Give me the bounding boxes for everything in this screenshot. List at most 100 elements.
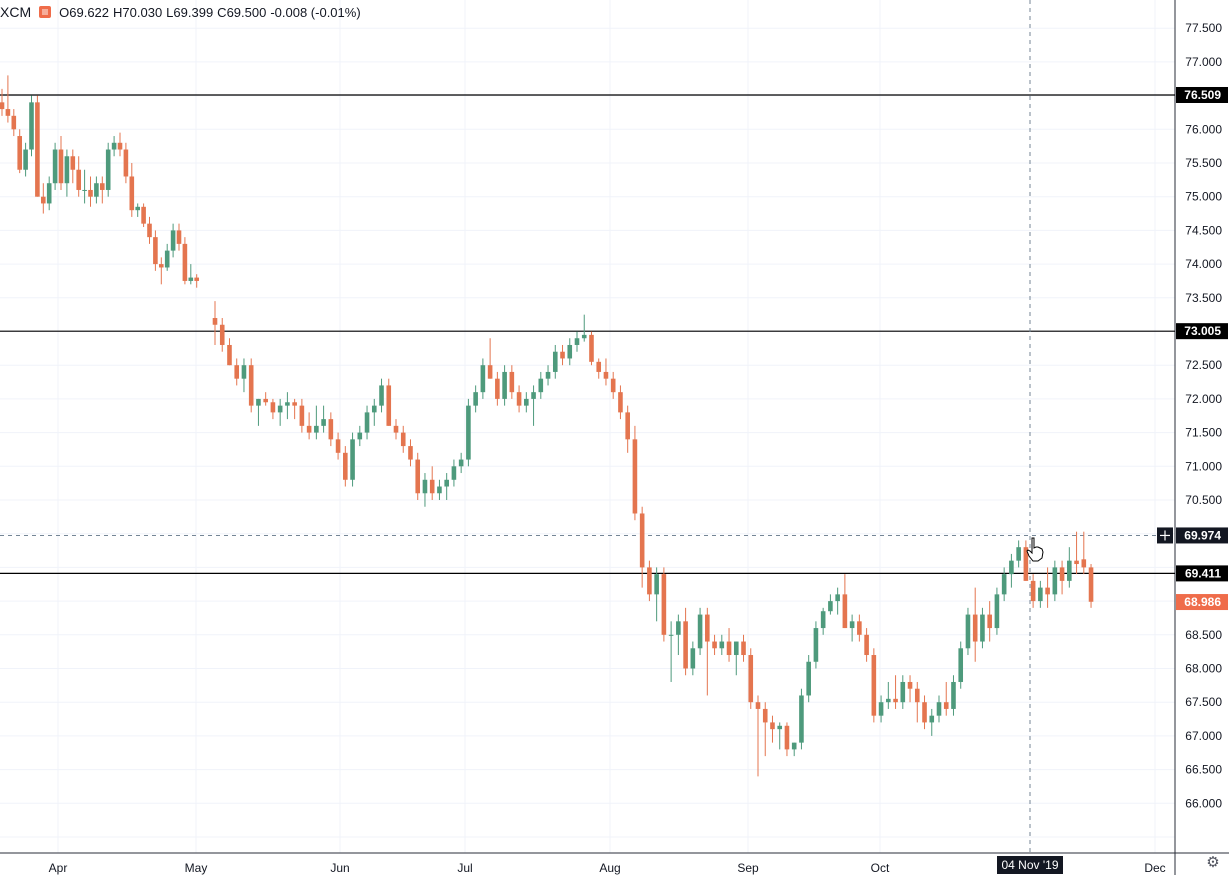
candle[interactable] — [1016, 540, 1021, 568]
candle[interactable] — [429, 466, 435, 500]
candle[interactable] — [437, 479, 442, 500]
candle[interactable] — [194, 274, 199, 288]
candle[interactable] — [914, 681, 920, 723]
candle[interactable] — [552, 344, 558, 379]
candle[interactable] — [842, 574, 848, 629]
candle[interactable] — [111, 136, 117, 157]
candle[interactable] — [972, 587, 978, 662]
candle[interactable] — [705, 607, 710, 696]
candle[interactable] — [951, 675, 956, 716]
candle[interactable] — [943, 681, 949, 716]
candle[interactable] — [610, 371, 616, 399]
candle[interactable] — [524, 392, 529, 413]
candle[interactable] — [770, 715, 775, 743]
candle[interactable] — [958, 641, 964, 689]
candle[interactable] — [100, 176, 105, 204]
candle[interactable] — [871, 648, 877, 723]
candle[interactable] — [35, 95, 40, 197]
candle[interactable] — [234, 358, 240, 386]
candle[interactable] — [1088, 564, 1094, 608]
candle[interactable] — [509, 365, 515, 399]
candle[interactable] — [306, 412, 312, 440]
candle[interactable] — [712, 634, 717, 656]
candle[interactable] — [393, 419, 399, 440]
candle[interactable] — [1059, 560, 1065, 595]
candle[interactable] — [690, 641, 696, 676]
candle[interactable] — [567, 338, 573, 366]
candle[interactable] — [328, 412, 334, 447]
candle[interactable] — [857, 614, 862, 642]
candle[interactable] — [364, 405, 370, 440]
candle[interactable] — [495, 371, 500, 406]
candle[interactable] — [480, 358, 486, 399]
flag-icon[interactable] — [39, 6, 52, 18]
candle[interactable] — [458, 452, 464, 474]
candle[interactable] — [82, 169, 87, 204]
candle[interactable] — [820, 607, 826, 635]
candle[interactable] — [647, 560, 652, 602]
candle[interactable] — [170, 223, 176, 258]
candle[interactable] — [88, 176, 93, 207]
candle[interactable] — [379, 378, 384, 413]
candle[interactable] — [726, 628, 732, 662]
time-axis[interactable]: Apr May Jun Jul Aug Sep Oct Dec — [49, 861, 1166, 875]
candle[interactable] — [835, 587, 840, 615]
candle[interactable] — [799, 688, 804, 750]
candle[interactable] — [784, 722, 790, 757]
candle[interactable] — [487, 338, 493, 379]
candle[interactable] — [574, 331, 580, 352]
candle[interactable] — [980, 607, 985, 649]
candle[interactable] — [123, 142, 129, 184]
candle[interactable] — [1030, 574, 1036, 608]
candle[interactable] — [886, 681, 891, 709]
candle[interactable] — [618, 385, 623, 420]
candle[interactable] — [1081, 531, 1087, 575]
candle[interactable] — [545, 365, 551, 386]
candle[interactable] — [299, 398, 305, 433]
candle[interactable] — [849, 614, 855, 642]
price-axis[interactable]: 66.00066.50067.00067.50068.00068.50069.0… — [1185, 0, 1222, 810]
candle[interactable] — [159, 257, 164, 285]
candle[interactable] — [719, 634, 725, 656]
candle[interactable] — [64, 149, 70, 197]
candle[interactable] — [94, 176, 99, 204]
candle[interactable] — [907, 675, 913, 703]
candle[interactable] — [58, 136, 64, 190]
candle[interactable] — [11, 109, 17, 137]
candle[interactable] — [632, 425, 638, 521]
candle[interactable] — [17, 129, 22, 174]
candle[interactable] — [864, 628, 869, 662]
plus-icon[interactable] — [1157, 527, 1173, 544]
candle[interactable] — [153, 230, 158, 271]
candle[interactable] — [314, 405, 319, 440]
candle[interactable] — [1038, 580, 1043, 608]
candle[interactable] — [676, 614, 681, 656]
candle[interactable] — [893, 675, 898, 709]
candle[interactable] — [531, 385, 536, 426]
candle[interactable] — [502, 365, 507, 406]
candle[interactable] — [755, 695, 761, 777]
candle[interactable] — [0, 88, 5, 116]
candle[interactable] — [46, 176, 52, 211]
candle[interactable] — [683, 607, 688, 676]
candle[interactable] — [654, 567, 659, 622]
candle[interactable] — [639, 506, 645, 588]
candle[interactable] — [538, 371, 544, 399]
candle[interactable] — [164, 243, 170, 271]
candle[interactable] — [357, 425, 363, 447]
candle[interactable] — [878, 695, 884, 723]
candle[interactable] — [1045, 567, 1050, 608]
candle[interactable] — [1067, 547, 1072, 588]
candle[interactable] — [270, 398, 276, 420]
candle[interactable] — [741, 634, 746, 662]
gear-icon[interactable]: ⚙ — [1206, 854, 1220, 871]
candle[interactable] — [212, 301, 218, 345]
candle[interactable] — [936, 695, 942, 723]
candle[interactable] — [596, 358, 602, 379]
candle[interactable] — [581, 314, 587, 342]
candle[interactable] — [256, 398, 261, 426]
candle[interactable] — [560, 344, 565, 366]
candle[interactable] — [70, 149, 76, 184]
candle[interactable] — [828, 594, 833, 615]
candle[interactable] — [661, 567, 667, 642]
